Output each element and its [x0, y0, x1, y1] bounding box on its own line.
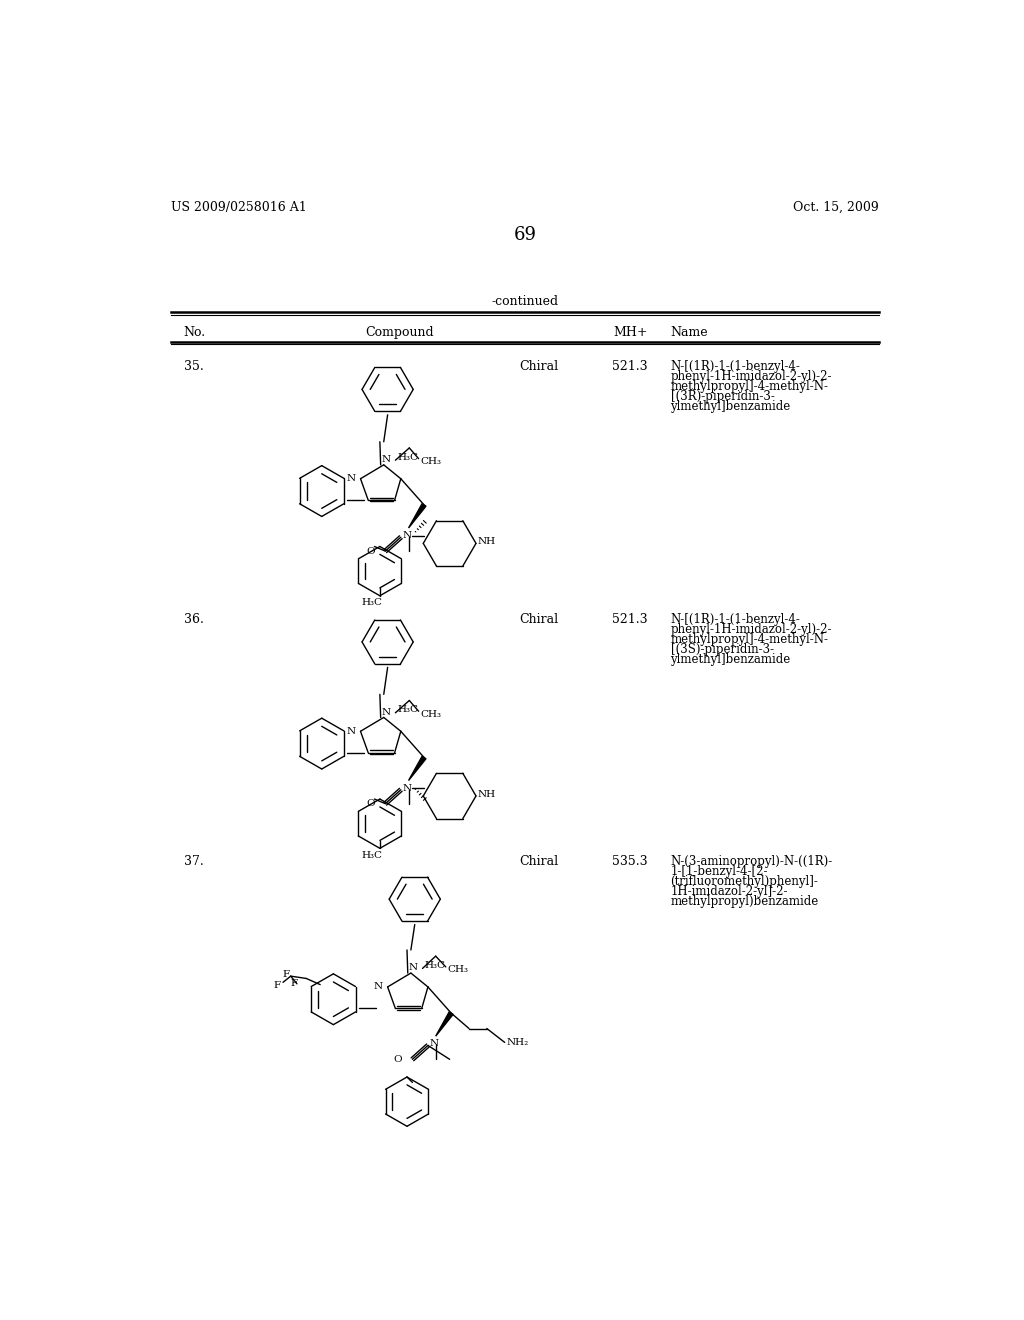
- Text: 521.3: 521.3: [612, 612, 648, 626]
- Text: N: N: [402, 531, 412, 540]
- Text: NH: NH: [477, 789, 496, 799]
- Text: N-(3-aminopropyl)-N-((1R)-: N-(3-aminopropyl)-N-((1R)-: [671, 855, 833, 869]
- Text: F: F: [290, 979, 297, 989]
- Text: 535.3: 535.3: [612, 855, 648, 869]
- Polygon shape: [409, 504, 426, 528]
- Text: Name: Name: [671, 326, 709, 339]
- Text: H₃C: H₃C: [361, 850, 383, 859]
- Text: 1H-imidazol-2-yl]-2-: 1H-imidazol-2-yl]-2-: [671, 886, 788, 899]
- Text: 37.: 37.: [183, 855, 204, 869]
- Text: NH₂: NH₂: [507, 1038, 529, 1047]
- Text: N: N: [382, 455, 390, 465]
- Text: 69: 69: [513, 226, 537, 244]
- Text: Chiral: Chiral: [519, 612, 558, 626]
- Text: 521.3: 521.3: [612, 360, 648, 374]
- Text: ylmethyl]benzamide: ylmethyl]benzamide: [671, 653, 791, 665]
- Text: CH₃: CH₃: [420, 710, 441, 718]
- Text: [(3R)-piperidin-3-: [(3R)-piperidin-3-: [671, 391, 774, 403]
- Text: Oct. 15, 2009: Oct. 15, 2009: [794, 201, 879, 214]
- Text: F: F: [283, 970, 290, 979]
- Text: methylpropyl)benzamide: methylpropyl)benzamide: [671, 895, 819, 908]
- Text: CH₃: CH₃: [420, 457, 441, 466]
- Text: N-[(1R)-1-(1-benzyl-4-: N-[(1R)-1-(1-benzyl-4-: [671, 360, 801, 374]
- Text: US 2009/0258016 A1: US 2009/0258016 A1: [171, 201, 306, 214]
- Text: H₃C: H₃C: [397, 453, 419, 462]
- Text: N: N: [347, 474, 356, 483]
- Text: H₃C: H₃C: [397, 705, 419, 714]
- Text: methylpropyl]-4-methyl-N-: methylpropyl]-4-methyl-N-: [671, 632, 828, 645]
- Text: -continued: -continued: [492, 296, 558, 309]
- Text: N-[(1R)-1-(1-benzyl-4-: N-[(1R)-1-(1-benzyl-4-: [671, 612, 801, 626]
- Text: No.: No.: [183, 326, 206, 339]
- Text: N: N: [409, 964, 418, 973]
- Text: H₃C: H₃C: [425, 961, 445, 970]
- Text: 35.: 35.: [183, 360, 204, 374]
- Text: O: O: [367, 799, 375, 808]
- Text: NH: NH: [477, 537, 496, 546]
- Text: 36.: 36.: [183, 612, 204, 626]
- Text: H₃C: H₃C: [361, 598, 383, 607]
- Text: Chiral: Chiral: [519, 855, 558, 869]
- Text: N: N: [382, 708, 390, 717]
- Polygon shape: [435, 1012, 453, 1036]
- Text: O: O: [393, 1055, 402, 1064]
- Text: N: N: [347, 727, 356, 735]
- Text: Compound: Compound: [365, 326, 433, 339]
- Text: phenyl-1H-imidazol-2-yl)-2-: phenyl-1H-imidazol-2-yl)-2-: [671, 623, 831, 636]
- Text: N: N: [374, 982, 383, 991]
- Text: CH₃: CH₃: [447, 965, 468, 974]
- Text: methylpropyl]-4-methyl-N-: methylpropyl]-4-methyl-N-: [671, 380, 828, 393]
- Polygon shape: [409, 756, 426, 780]
- Text: [(3S)-piperidin-3-: [(3S)-piperidin-3-: [671, 643, 773, 656]
- Text: N: N: [429, 1039, 438, 1048]
- Text: O: O: [367, 546, 375, 556]
- Text: Chiral: Chiral: [519, 360, 558, 374]
- Text: N: N: [402, 784, 412, 792]
- Text: 1-[1-benzyl-4-[2-: 1-[1-benzyl-4-[2-: [671, 866, 768, 878]
- Text: MH+: MH+: [613, 326, 647, 339]
- Text: (trifluoromethyl)phenyl]-: (trifluoromethyl)phenyl]-: [671, 875, 818, 888]
- Text: phenyl-1H-imidazol-2-yl)-2-: phenyl-1H-imidazol-2-yl)-2-: [671, 370, 831, 383]
- Text: ylmethyl]benzamide: ylmethyl]benzamide: [671, 400, 791, 413]
- Text: F: F: [273, 981, 281, 990]
